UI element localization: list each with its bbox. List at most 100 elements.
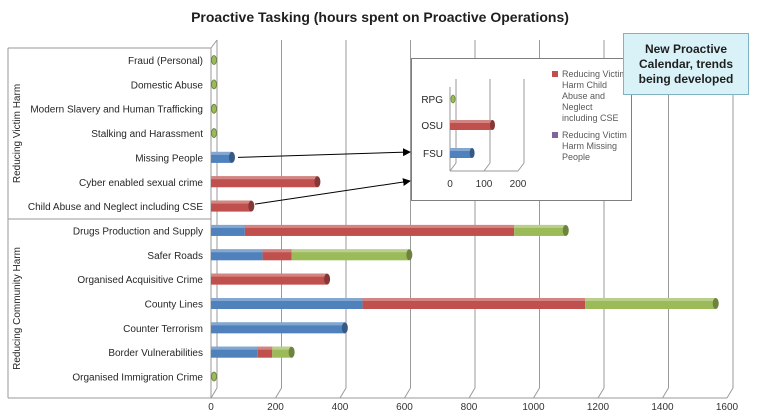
bar-highlight	[211, 249, 263, 253]
inset-bar	[450, 148, 473, 158]
category-label: Domestic Abuse	[131, 80, 204, 91]
inset-category-label: OSU	[421, 121, 443, 132]
bar-end-cap	[228, 151, 235, 163]
bar-segment	[211, 346, 258, 358]
x-axis-tick-labels: 0 200 400 600 800 1000 1200 1400 1600	[208, 402, 738, 412]
x-tick-label: 400	[332, 402, 349, 412]
floor-line	[726, 387, 734, 399]
bar-highlight	[291, 249, 410, 253]
category-labels: Fraud (Personal) Domestic Abuse Modern Sla…	[28, 56, 204, 384]
inset-legend-item: Reducing Victim Harm Missing People	[552, 130, 630, 163]
floor-line	[210, 387, 218, 399]
category-label: Fraud (Personal)	[128, 56, 203, 67]
category-label: Child Abuse and Neglect including CSE	[28, 202, 203, 213]
callout-text: New Proactive Calendar, trends being dev…	[638, 41, 734, 86]
bar-highlight	[272, 346, 292, 350]
category-label: Border Vulnerabilities	[108, 348, 203, 359]
bar-segment	[211, 249, 263, 261]
bar-highlight	[211, 200, 252, 204]
inset-plot: 0 100 200 RPG OSU FSU	[421, 79, 527, 190]
floor-line	[533, 387, 540, 399]
inset-bar-highlight	[450, 148, 473, 151]
bar-highlight	[257, 346, 273, 350]
wall-top-edge	[210, 39, 218, 49]
bar-highlight	[244, 224, 515, 228]
bar-segment	[257, 346, 273, 358]
x-tick-label: 800	[461, 402, 478, 412]
bar-highlight	[211, 224, 245, 228]
floor-line	[404, 387, 411, 399]
bar-segment	[211, 298, 363, 309]
bar-zero-stub	[211, 371, 217, 382]
bar-segment	[211, 224, 245, 236]
floor-line	[339, 387, 347, 399]
bar-segment	[211, 322, 345, 334]
chart-title: Proactive Tasking (hours spent on Proact…	[191, 9, 569, 25]
bar-highlight	[211, 273, 328, 277]
bar-highlight	[262, 249, 292, 253]
bar-highlight	[211, 346, 258, 350]
floor-line	[468, 387, 476, 399]
bar-segment	[211, 151, 232, 163]
bar-highlight	[514, 224, 566, 228]
bar-end-cap	[248, 200, 255, 212]
bar-segment	[272, 346, 292, 358]
group-labels: Reducing Victim Harm Reducing Community H…	[12, 84, 23, 370]
bar-segment	[211, 273, 328, 285]
inset-floor-line	[483, 162, 491, 172]
x-tick-label: 1000	[522, 402, 545, 412]
bar-end-cap	[314, 176, 321, 188]
legend-swatch-purple	[552, 132, 558, 138]
inset-x-tick-label: 200	[510, 179, 527, 190]
category-label: Modern Slavery and Human Trafficking	[30, 105, 203, 116]
inset-x-tick-label: 100	[476, 179, 493, 190]
category-label: Counter Terrorism	[123, 324, 203, 335]
x-tick-label: 1200	[587, 402, 610, 412]
x-tick-label: 1400	[651, 402, 674, 412]
x-tick-label: 1600	[716, 402, 739, 412]
bar-highlight	[585, 298, 716, 301]
category-label: Stalking and Harassment	[91, 129, 203, 140]
arrow-missing-people	[237, 148, 411, 158]
inset-bar	[450, 120, 493, 130]
bar-zero-stub	[211, 128, 217, 138]
bars	[211, 55, 719, 382]
x-tick-label: 0	[208, 402, 214, 412]
bar-segment	[262, 249, 292, 261]
bar-end-cap	[712, 298, 719, 309]
legend-swatch-red	[552, 71, 558, 77]
bar-segment	[514, 224, 566, 236]
inset-legend: Reducing Victim Harm Child Abuse and Neg…	[552, 69, 630, 169]
bar-end-cap	[288, 346, 295, 358]
category-label: Organised Acquisitive Crime	[77, 275, 203, 286]
bar-segment	[291, 249, 410, 261]
floor-line	[597, 387, 605, 399]
inset-bar-end-cap	[490, 120, 495, 130]
bar-end-cap	[341, 322, 348, 334]
inset-bar-zero-stub	[450, 94, 456, 104]
category-label: Safer Roads	[147, 251, 203, 262]
inset-legend-label: Reducing Victim Harm Missing People	[562, 130, 627, 162]
inset-legend-label: Reducing Victim Harm Child Abuse and Neg…	[562, 69, 627, 123]
bar-segment	[211, 176, 318, 188]
bar-zero-stub	[211, 103, 217, 114]
bar-segment	[362, 298, 586, 309]
bar-highlight	[211, 176, 318, 180]
bar-highlight	[211, 151, 232, 155]
x-tick-label: 200	[267, 402, 284, 412]
inset-floor-line	[449, 162, 457, 172]
inset-category-label: FSU	[423, 149, 443, 160]
bar-end-cap	[562, 224, 569, 236]
category-label: Cyber enabled sexual crime	[79, 178, 203, 189]
floor-line	[275, 387, 282, 399]
category-label: Organised Immigration Crime	[72, 373, 203, 384]
category-label: Missing People	[135, 153, 203, 164]
inset-floor-line	[517, 162, 525, 172]
bar-highlight	[211, 322, 345, 326]
bar-segment	[585, 298, 716, 309]
bar-highlight	[362, 298, 586, 301]
category-label: County Lines	[145, 300, 203, 311]
category-label: Drugs Production and Supply	[73, 226, 203, 237]
bar-segment	[244, 224, 515, 236]
bar-zero-stub	[211, 79, 217, 90]
